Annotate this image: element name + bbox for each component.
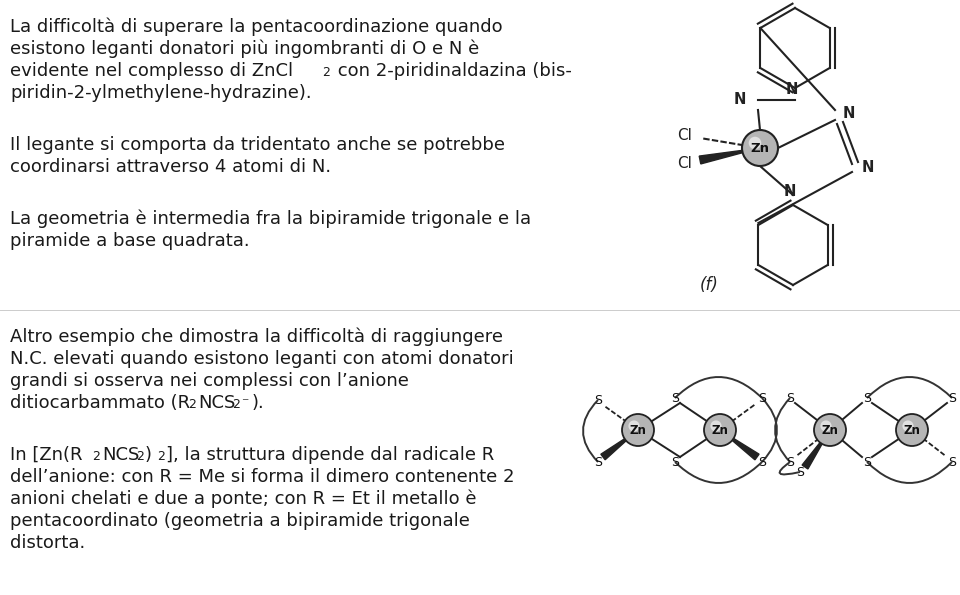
Text: N: N: [733, 92, 746, 108]
Circle shape: [622, 414, 654, 446]
Circle shape: [704, 414, 736, 446]
Text: anioni chelati e due a ponte; con R = Et il metallo è: anioni chelati e due a ponte; con R = Et…: [10, 490, 476, 509]
Text: S: S: [948, 392, 956, 405]
Polygon shape: [699, 148, 760, 164]
Text: NCS: NCS: [102, 446, 139, 464]
Text: S: S: [594, 393, 602, 406]
Text: 2: 2: [92, 450, 100, 463]
Text: Il legante si comporta da tridentato anche se potrebbe: Il legante si comporta da tridentato anc…: [10, 136, 505, 154]
Text: piridin-2-ylmethylene-hydrazine).: piridin-2-ylmethylene-hydrazine).: [10, 84, 312, 102]
Text: Cl: Cl: [677, 129, 692, 143]
Circle shape: [710, 421, 722, 431]
Circle shape: [749, 137, 761, 149]
Text: (f): (f): [700, 276, 719, 294]
Text: ditiocarbammato (R: ditiocarbammato (R: [10, 394, 190, 412]
Text: 2: 2: [157, 450, 165, 463]
Text: S: S: [594, 456, 602, 468]
Polygon shape: [601, 430, 638, 460]
Text: La geometria è intermedia fra la bipiramide trigonale e la: La geometria è intermedia fra la bipiram…: [10, 210, 531, 228]
Circle shape: [902, 421, 914, 431]
Circle shape: [629, 421, 639, 431]
Text: S: S: [671, 456, 679, 468]
Text: Zn: Zn: [903, 424, 921, 437]
Text: Zn: Zn: [630, 424, 646, 437]
Text: S: S: [671, 392, 679, 405]
Text: S: S: [786, 392, 794, 405]
Text: 2: 2: [136, 450, 144, 463]
Text: 2: 2: [188, 398, 196, 411]
Text: Cl: Cl: [677, 155, 692, 171]
Text: S: S: [758, 392, 766, 405]
Text: dell’anione: con R = Me si forma il dimero contenente 2: dell’anione: con R = Me si forma il dime…: [10, 468, 515, 486]
Circle shape: [821, 421, 831, 431]
Polygon shape: [803, 430, 830, 469]
Text: S: S: [863, 392, 871, 405]
Text: Zn: Zn: [751, 142, 770, 155]
Text: S: S: [786, 456, 794, 468]
Text: piramide a base quadrata.: piramide a base quadrata.: [10, 232, 250, 250]
Circle shape: [814, 414, 846, 446]
Text: distorta.: distorta.: [10, 534, 85, 552]
Text: Zn: Zn: [711, 424, 729, 437]
Text: S: S: [863, 456, 871, 468]
Text: 2: 2: [322, 66, 330, 79]
Text: NCS: NCS: [198, 394, 235, 412]
Polygon shape: [720, 430, 759, 460]
Text: N: N: [783, 183, 796, 199]
Text: 2: 2: [232, 398, 240, 411]
Text: La difficoltà di superare la pentacoordinazione quando: La difficoltà di superare la pentacoordi…: [10, 18, 503, 36]
Text: In [Zn(R: In [Zn(R: [10, 446, 83, 464]
Circle shape: [896, 414, 928, 446]
Text: ⁻: ⁻: [241, 396, 249, 410]
Text: pentacoordinato (geometria a bipiramide trigonale: pentacoordinato (geometria a bipiramide …: [10, 512, 469, 530]
Text: Altro esempio che dimostra la difficoltà di raggiungere: Altro esempio che dimostra la difficoltà…: [10, 328, 503, 346]
Text: coordinarsi attraverso 4 atomi di N.: coordinarsi attraverso 4 atomi di N.: [10, 158, 331, 176]
Text: S: S: [758, 456, 766, 468]
Text: S: S: [796, 465, 804, 478]
Text: ).: ).: [252, 394, 265, 412]
Text: N: N: [843, 107, 855, 121]
Circle shape: [742, 130, 778, 166]
Text: Zn: Zn: [822, 424, 838, 437]
Text: N: N: [862, 161, 875, 176]
Text: evidente nel complesso di ZnCl: evidente nel complesso di ZnCl: [10, 62, 293, 80]
Text: grandi si osserva nei complessi con l’anione: grandi si osserva nei complessi con l’an…: [10, 372, 409, 390]
Text: N: N: [786, 83, 798, 98]
Text: esistono leganti donatori più ingombranti di O e N è: esistono leganti donatori più ingombrant…: [10, 40, 479, 58]
Text: ], la struttura dipende dal radicale R: ], la struttura dipende dal radicale R: [166, 446, 494, 464]
Text: S: S: [948, 456, 956, 468]
Text: ): ): [145, 446, 152, 464]
Text: con 2-piridinaldazina (bis-: con 2-piridinaldazina (bis-: [332, 62, 572, 80]
Text: N.C. elevati quando esistono leganti con atomi donatori: N.C. elevati quando esistono leganti con…: [10, 350, 514, 368]
